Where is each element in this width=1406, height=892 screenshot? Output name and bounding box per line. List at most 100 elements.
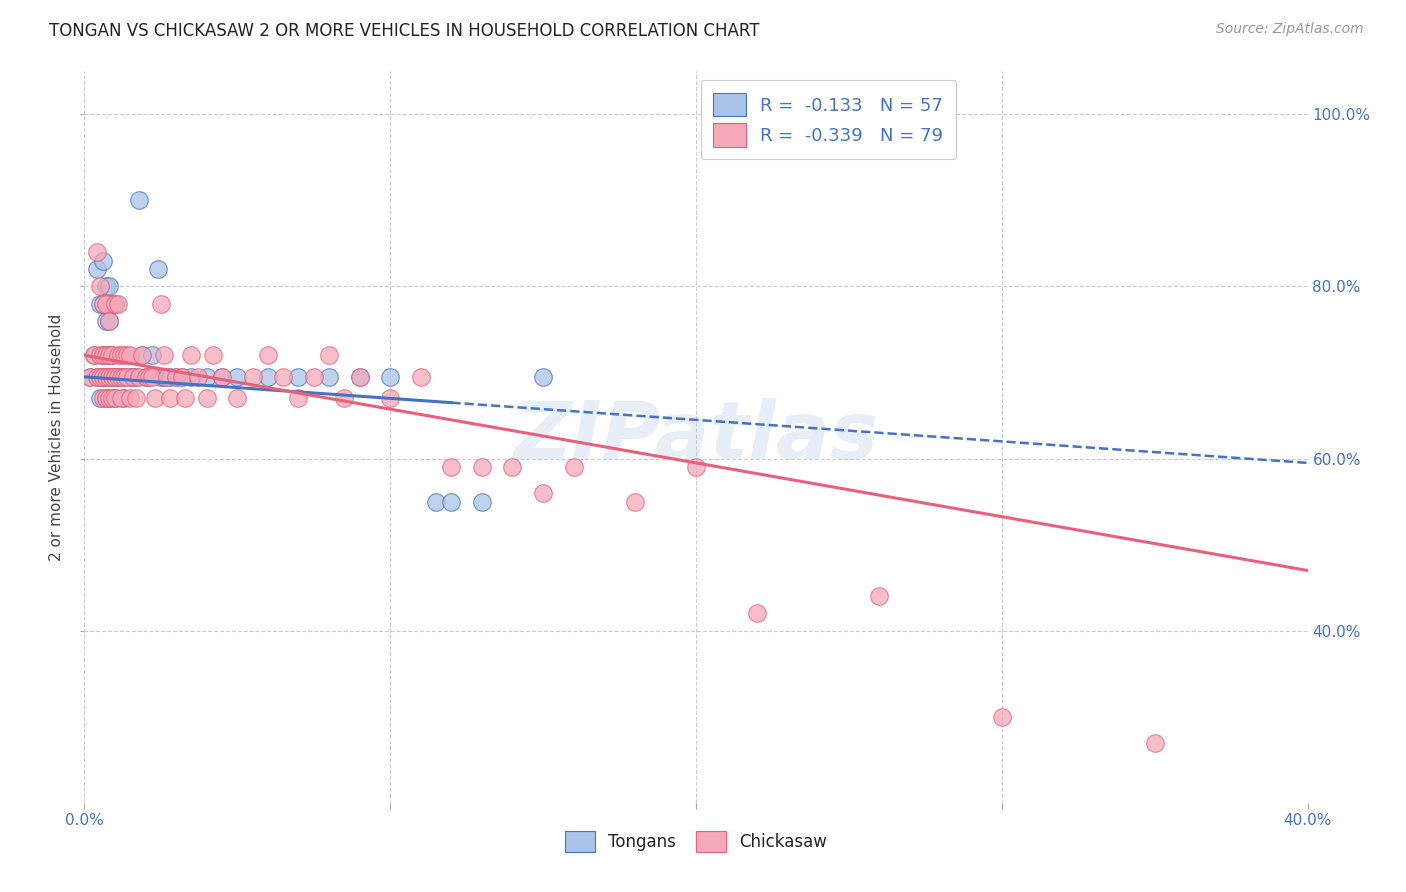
Point xyxy=(91,296,114,310)
Point xyxy=(107,296,129,310)
Point xyxy=(104,392,127,406)
Point xyxy=(141,348,163,362)
Point xyxy=(869,589,891,603)
Point xyxy=(97,314,120,328)
Point xyxy=(380,369,402,384)
Point xyxy=(112,392,135,406)
Point xyxy=(156,369,179,384)
Point xyxy=(94,348,117,362)
Point xyxy=(107,348,129,362)
Point xyxy=(89,369,111,384)
Point xyxy=(115,348,138,362)
Point xyxy=(97,348,120,362)
Point xyxy=(685,460,707,475)
Point xyxy=(153,369,176,384)
Point xyxy=(135,369,157,384)
Point xyxy=(471,460,494,475)
Point xyxy=(425,494,447,508)
Point xyxy=(79,369,101,384)
Point xyxy=(94,369,117,384)
Text: Source: ZipAtlas.com: Source: ZipAtlas.com xyxy=(1216,22,1364,37)
Point xyxy=(180,369,202,384)
Point xyxy=(120,392,142,406)
Point xyxy=(211,369,233,384)
Point xyxy=(86,245,108,260)
Point xyxy=(128,194,150,208)
Point xyxy=(409,369,432,384)
Point xyxy=(104,392,127,406)
Point xyxy=(226,392,249,406)
Point xyxy=(195,369,218,384)
Point xyxy=(242,369,264,384)
Point xyxy=(97,369,120,384)
Point xyxy=(172,369,194,384)
Point xyxy=(91,296,114,310)
Point xyxy=(101,296,124,310)
Point xyxy=(131,348,153,362)
Point xyxy=(159,392,181,406)
Point xyxy=(89,296,111,310)
Point xyxy=(153,348,176,362)
Point xyxy=(440,460,463,475)
Point xyxy=(349,369,371,384)
Point xyxy=(97,348,120,362)
Point xyxy=(104,296,127,310)
Point xyxy=(97,314,120,328)
Point xyxy=(91,253,114,268)
Point xyxy=(159,369,181,384)
Point xyxy=(89,369,111,384)
Point xyxy=(211,369,233,384)
Point xyxy=(125,392,148,406)
Point xyxy=(502,460,524,475)
Point xyxy=(333,392,356,406)
Legend: Tongans, Chickasaw: Tongans, Chickasaw xyxy=(557,822,835,860)
Point xyxy=(91,392,114,406)
Point xyxy=(101,392,124,406)
Point xyxy=(349,369,371,384)
Point xyxy=(747,607,769,621)
Point xyxy=(135,369,157,384)
Point xyxy=(172,369,194,384)
Point xyxy=(440,494,463,508)
Point xyxy=(101,369,124,384)
Point xyxy=(107,369,129,384)
Point xyxy=(318,369,340,384)
Point xyxy=(101,348,124,362)
Point xyxy=(94,392,117,406)
Point xyxy=(86,262,108,277)
Point xyxy=(112,369,135,384)
Point xyxy=(120,348,142,362)
Point xyxy=(318,348,340,362)
Point xyxy=(149,296,172,310)
Point xyxy=(257,369,280,384)
Point xyxy=(104,369,127,384)
Point xyxy=(94,296,117,310)
Point xyxy=(94,369,117,384)
Point xyxy=(125,369,148,384)
Point xyxy=(112,369,135,384)
Point xyxy=(122,369,145,384)
Point xyxy=(1143,735,1166,749)
Point xyxy=(531,369,554,384)
Point xyxy=(131,348,153,362)
Point xyxy=(110,392,132,406)
Point xyxy=(138,369,160,384)
Point xyxy=(380,392,402,406)
Point xyxy=(471,494,494,508)
Point xyxy=(302,369,325,384)
Point xyxy=(165,369,187,384)
Point xyxy=(287,369,309,384)
Point xyxy=(97,392,120,406)
Point xyxy=(89,279,111,293)
Point xyxy=(83,348,105,362)
Point xyxy=(91,369,114,384)
Point xyxy=(174,392,197,406)
Point xyxy=(86,369,108,384)
Point xyxy=(122,369,145,384)
Point xyxy=(101,348,124,362)
Point xyxy=(141,369,163,384)
Point xyxy=(271,369,294,384)
Point xyxy=(107,369,129,384)
Point xyxy=(226,369,249,384)
Point xyxy=(165,369,187,384)
